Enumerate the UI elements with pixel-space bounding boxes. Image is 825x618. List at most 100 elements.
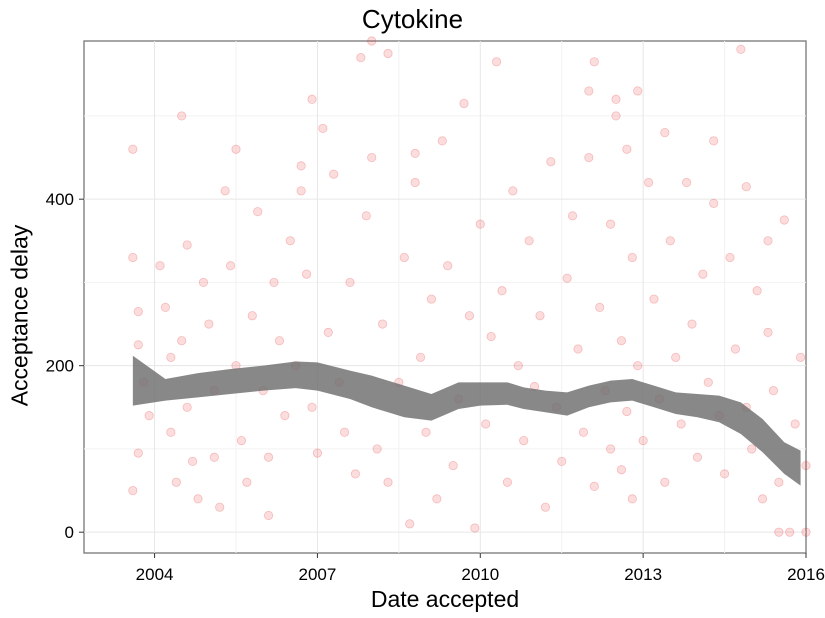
data-point xyxy=(671,352,681,362)
data-point xyxy=(779,215,789,225)
data-point xyxy=(307,94,317,104)
data-point xyxy=(709,198,719,208)
data-point xyxy=(160,302,171,313)
data-point xyxy=(415,352,426,362)
data-point xyxy=(247,311,257,321)
data-point xyxy=(795,352,806,362)
data-point xyxy=(741,182,751,192)
data-point xyxy=(616,465,627,475)
data-point xyxy=(263,510,274,521)
data-point xyxy=(377,319,388,329)
data-point xyxy=(383,48,393,59)
data-point xyxy=(627,494,637,504)
data-point xyxy=(312,448,323,458)
data-point xyxy=(730,344,741,354)
x-tick-label: 2010 xyxy=(461,565,499,584)
data-point xyxy=(486,331,496,342)
y-axis-label: Acceptance delay xyxy=(6,224,33,407)
data-point xyxy=(177,336,187,346)
data-point xyxy=(193,494,203,504)
data-point xyxy=(323,327,333,337)
data-point xyxy=(339,427,350,437)
grid-lines xyxy=(84,41,806,553)
smooth-confidence-band xyxy=(132,355,801,486)
data-point xyxy=(242,477,252,487)
y-tick-label: 200 xyxy=(46,357,74,376)
data-point xyxy=(605,444,616,454)
data-point xyxy=(589,481,599,491)
data-point xyxy=(459,98,469,109)
data-point xyxy=(448,460,458,471)
data-point xyxy=(785,527,795,537)
data-point xyxy=(307,402,317,412)
data-point xyxy=(253,207,263,217)
data-point xyxy=(301,269,312,279)
data-point xyxy=(519,436,529,446)
data-point xyxy=(605,219,616,229)
data-point xyxy=(166,352,176,362)
data-point xyxy=(432,494,442,504)
data-point xyxy=(198,277,209,288)
x-tick-label: 2016 xyxy=(787,565,825,584)
data-point xyxy=(540,502,551,512)
data-point xyxy=(535,311,545,321)
data-point xyxy=(383,477,393,487)
data-point xyxy=(280,411,290,421)
data-point xyxy=(421,427,431,437)
x-tick-label: 2004 xyxy=(136,565,174,584)
data-point xyxy=(573,344,583,354)
data-point xyxy=(747,444,757,454)
data-point xyxy=(660,477,670,487)
data-point xyxy=(557,456,567,467)
data-point xyxy=(665,236,675,246)
data-point xyxy=(725,252,735,263)
plot-panel xyxy=(83,40,807,554)
data-point xyxy=(410,177,420,188)
data-point xyxy=(546,157,556,167)
data-point xyxy=(209,452,219,462)
data-point xyxy=(231,144,241,154)
data-point xyxy=(763,327,773,337)
data-point xyxy=(437,136,447,146)
data-point xyxy=(578,427,589,437)
data-point xyxy=(643,177,654,188)
data-point xyxy=(329,169,339,179)
data-point xyxy=(128,485,138,496)
scatter-points xyxy=(128,36,811,537)
data-point xyxy=(296,186,306,196)
data-point xyxy=(274,336,285,346)
data-point xyxy=(133,306,143,317)
data-point xyxy=(372,444,382,454)
x-tick-label: 2013 xyxy=(624,565,662,584)
data-point xyxy=(774,527,784,537)
data-point xyxy=(567,211,578,221)
data-point xyxy=(676,419,686,429)
data-point xyxy=(296,161,306,171)
data-point xyxy=(719,469,730,479)
data-point xyxy=(633,361,643,371)
data-point xyxy=(410,148,420,158)
data-point xyxy=(508,186,518,196)
data-point xyxy=(638,436,648,446)
data-point xyxy=(215,502,225,512)
data-point xyxy=(426,294,437,304)
data-point xyxy=(595,302,605,313)
x-axis-label: Date accepted xyxy=(370,586,520,612)
data-point xyxy=(660,127,670,138)
data-point xyxy=(709,136,719,146)
data-point xyxy=(502,477,513,487)
data-point xyxy=(171,477,181,487)
data-point xyxy=(285,236,295,246)
data-point xyxy=(703,377,713,387)
data-point xyxy=(801,460,811,471)
data-point xyxy=(361,211,371,221)
data-point xyxy=(611,94,621,104)
data-point xyxy=(497,286,507,296)
data-point xyxy=(736,44,746,54)
data-point xyxy=(350,469,361,479)
data-point xyxy=(367,36,377,46)
data-point xyxy=(790,419,800,429)
data-point xyxy=(443,261,453,271)
data-point xyxy=(220,186,230,196)
data-point xyxy=(356,53,366,63)
